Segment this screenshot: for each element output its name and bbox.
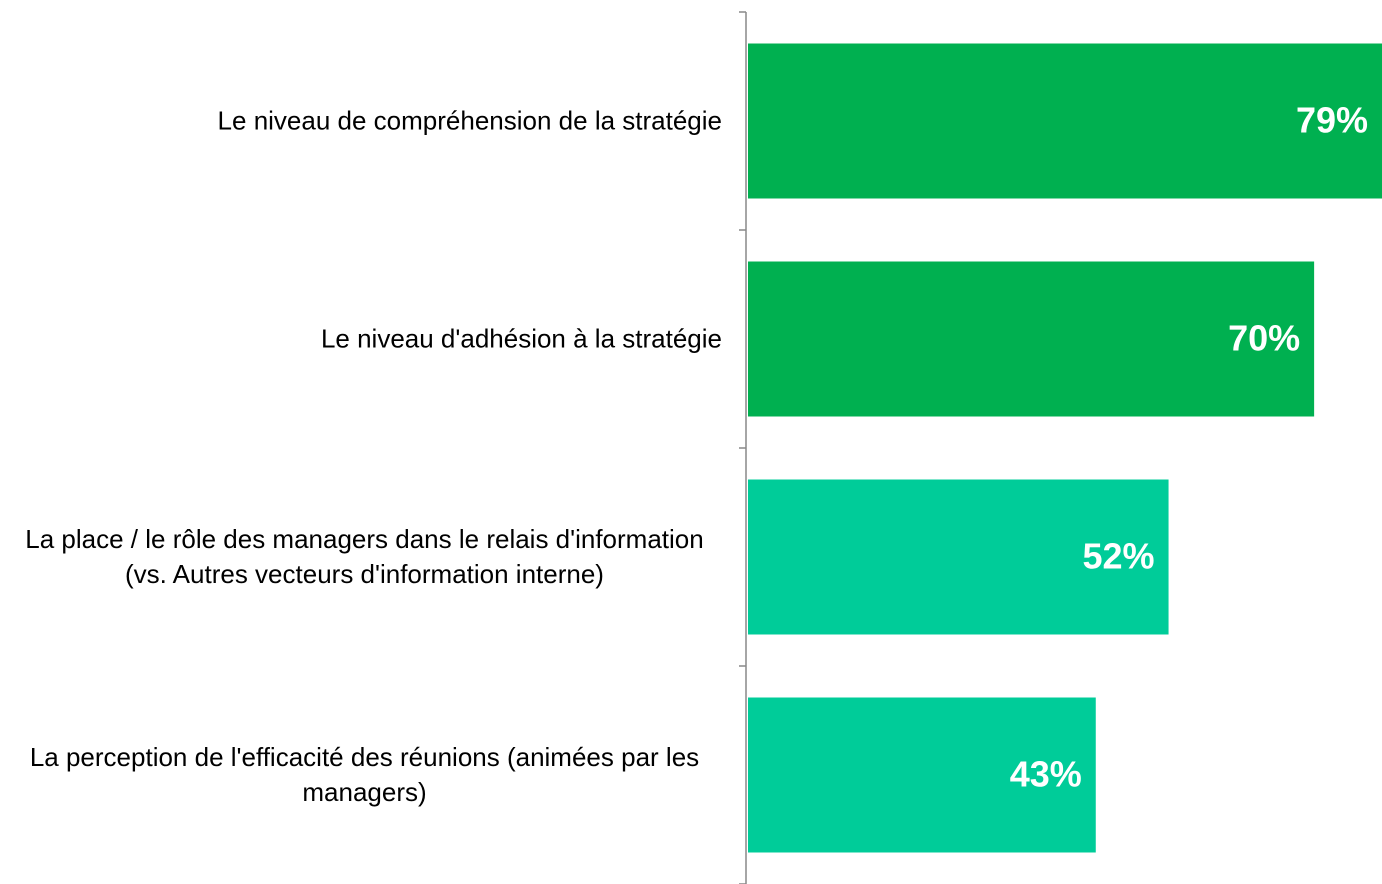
- bar: [748, 43, 1382, 199]
- category-label: La perception de l'efficacité des réunio…: [29, 742, 700, 807]
- category-label: La place / le rôle des managers dans le …: [25, 524, 704, 589]
- value-label: 43%: [1010, 754, 1082, 795]
- category-label: Le niveau de compréhension de la stratég…: [217, 105, 722, 136]
- bar: [748, 479, 1169, 635]
- category-label-box: Le niveau de compréhension de la stratég…: [0, 104, 722, 139]
- value-label: 70%: [1228, 318, 1300, 359]
- category-label-box: La perception de l'efficacité des réunio…: [0, 740, 722, 810]
- value-label: 52%: [1082, 536, 1154, 577]
- category-label-box: La place / le rôle des managers dans le …: [0, 522, 722, 592]
- category-label: Le niveau d'adhésion à la stratégie: [320, 323, 722, 354]
- bar: [748, 261, 1315, 417]
- category-label-box: Le niveau d'adhésion à la stratégie: [0, 322, 722, 357]
- bar: [748, 697, 1096, 853]
- value-label: 79%: [1296, 100, 1368, 141]
